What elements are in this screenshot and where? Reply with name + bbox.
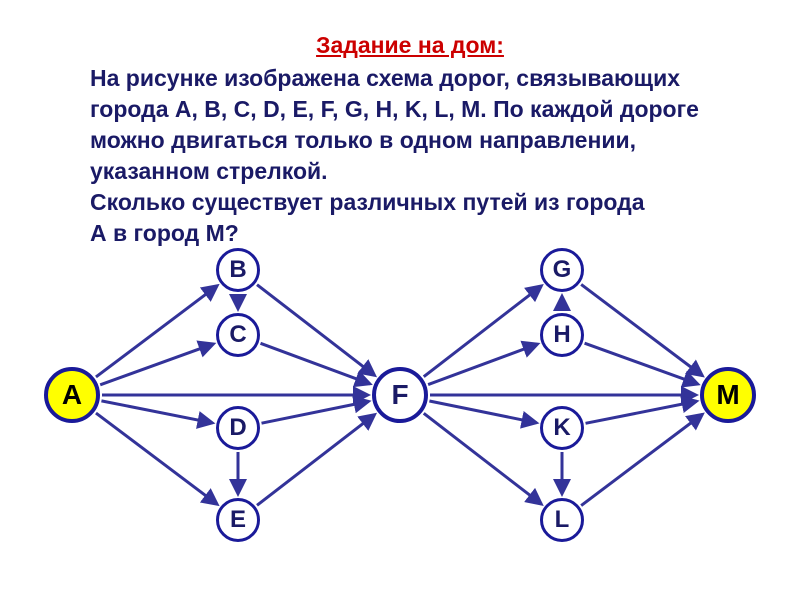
node-F: F bbox=[372, 367, 428, 423]
node-L: L bbox=[540, 498, 584, 542]
node-K: K bbox=[540, 406, 584, 450]
node-C: C bbox=[216, 313, 260, 357]
node-M: M bbox=[700, 367, 756, 423]
graph-nodes-layer: A BC D E F GH K L M bbox=[0, 0, 800, 600]
page-root: Задание на дом: На рисунке изображена сх… bbox=[0, 0, 800, 600]
node-H: H bbox=[540, 313, 584, 357]
node-D: D bbox=[216, 406, 260, 450]
node-E: E bbox=[216, 498, 260, 542]
node-A: A bbox=[44, 367, 100, 423]
node-G: G bbox=[540, 248, 584, 292]
node-B: B bbox=[216, 248, 260, 292]
